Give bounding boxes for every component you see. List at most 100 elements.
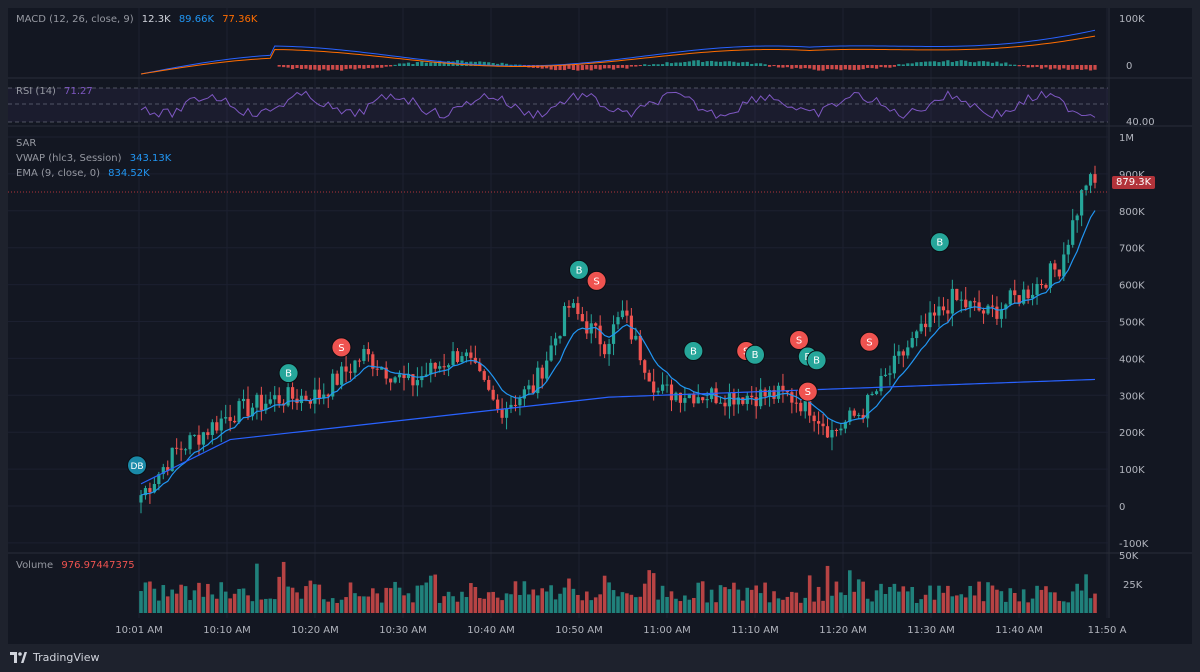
macd-hist-bar [759, 63, 763, 66]
chart-frame[interactable]: 10:01 AM 10:10 AM 10:20 AM 10:30 AM 10:40 AM… [8, 8, 1192, 644]
volume-bar [330, 598, 335, 613]
macd-hist-bar [692, 60, 696, 66]
macd-hist-bar [375, 65, 379, 68]
sell-signal-marker: S [331, 337, 352, 358]
macd-hist-bar [861, 65, 865, 70]
volume-bar [687, 599, 692, 613]
volume-bar [647, 570, 652, 613]
candle-body [179, 448, 183, 450]
macd-hist-bar [290, 65, 295, 70]
candle-body [233, 420, 237, 423]
time-axis-label: 10:40 AM [467, 625, 514, 636]
macd-hist-bar [504, 63, 509, 66]
candle-body [669, 384, 674, 401]
buy-signal-marker: DB [127, 455, 147, 476]
volume-bar [549, 585, 553, 613]
candle-body [857, 414, 861, 416]
time-axis-label: 10:10 AM [203, 625, 250, 636]
candle-body [643, 360, 647, 373]
macd-hist-bar [482, 61, 486, 66]
candle-body [215, 422, 219, 431]
candle-body [206, 432, 210, 435]
macd-hist-bar [857, 65, 861, 70]
volume-bar [848, 570, 852, 613]
volume-bar [228, 598, 232, 613]
volume-bar [428, 575, 433, 613]
macd-hist-bar [696, 60, 700, 66]
volume-bar [950, 596, 955, 613]
macd-hist-bar [389, 65, 393, 67]
candle-body [210, 422, 214, 435]
candle-body [848, 410, 852, 422]
volume-bar [518, 594, 522, 613]
macd-hist-bar [406, 62, 411, 66]
macd-hist-bar [701, 62, 705, 66]
macd-hist-bar [634, 65, 638, 67]
macd-hist-bar [415, 62, 419, 66]
candle-body [808, 395, 812, 416]
macd-hist-bar [678, 62, 683, 66]
candle-body [607, 343, 611, 355]
candle-body [817, 421, 821, 424]
volume-bar [723, 587, 727, 613]
macd-hist-bar [331, 65, 335, 70]
candle-body [518, 398, 522, 406]
candle-body [536, 367, 540, 394]
candle-body [1088, 174, 1093, 186]
macd-hist-bar [335, 65, 339, 70]
volume-bar [478, 598, 482, 613]
volume-bar [321, 599, 326, 613]
volume-bar [923, 594, 928, 613]
volume-bar [446, 591, 451, 613]
candle-body [268, 399, 272, 404]
candle-body [161, 467, 165, 475]
candle-body [843, 421, 847, 429]
candle-body [380, 367, 384, 370]
macd-hist-bar [964, 60, 968, 66]
macd-hist-bar [585, 65, 589, 70]
volume-bar [736, 589, 741, 613]
chart-canvas[interactable]: 10:01 AM 10:10 AM 10:20 AM 10:30 AM 10:40 AM… [8, 8, 1192, 644]
volume-bar [656, 599, 660, 613]
candle-body [1008, 290, 1012, 305]
volume-bar [758, 593, 763, 613]
candle-body [1048, 263, 1053, 288]
candle-body [910, 338, 914, 348]
volume-title: Volume [16, 560, 54, 571]
macd-hist-bar [660, 64, 665, 66]
macd-hist-bar [714, 61, 718, 66]
time-axis-label: 11:10 AM [731, 625, 778, 636]
macd-hist-bar [781, 65, 785, 68]
macd-hist-value: 12.3K [141, 14, 171, 25]
volume-bar [1017, 601, 1022, 613]
vwap-value: 343.13K [129, 153, 172, 164]
macd-hist-bar [616, 65, 620, 69]
candle-body [553, 338, 558, 346]
signal-marker-circle [745, 344, 765, 365]
brand-logo[interactable]: TradingView [10, 651, 99, 664]
candle-body [1066, 244, 1070, 255]
volume-bar [995, 589, 999, 613]
volume-bar [344, 597, 348, 613]
candle-body [344, 366, 348, 372]
volume-bar [482, 598, 487, 613]
macd-hist-bar [977, 61, 981, 66]
volume-bar [246, 595, 250, 613]
candle-body [852, 410, 856, 416]
candle-body [946, 310, 950, 314]
candle-body [892, 355, 896, 374]
macd-hist-bar [571, 65, 576, 71]
volume-bar [785, 596, 790, 613]
macd-hist-bar [629, 65, 633, 67]
candle-body [723, 402, 727, 407]
price-axis-label: 1M [1119, 133, 1134, 144]
candle-body [197, 434, 201, 445]
volume-bar [157, 600, 161, 613]
volume-bar [402, 595, 406, 613]
volume-bar [767, 602, 772, 613]
macd-hist-bar [852, 65, 856, 71]
macd-hist-bar [848, 65, 852, 70]
macd-hist-bar [402, 63, 406, 66]
signal-marker-circle [806, 350, 827, 371]
macd-hist-bar [1088, 65, 1093, 71]
